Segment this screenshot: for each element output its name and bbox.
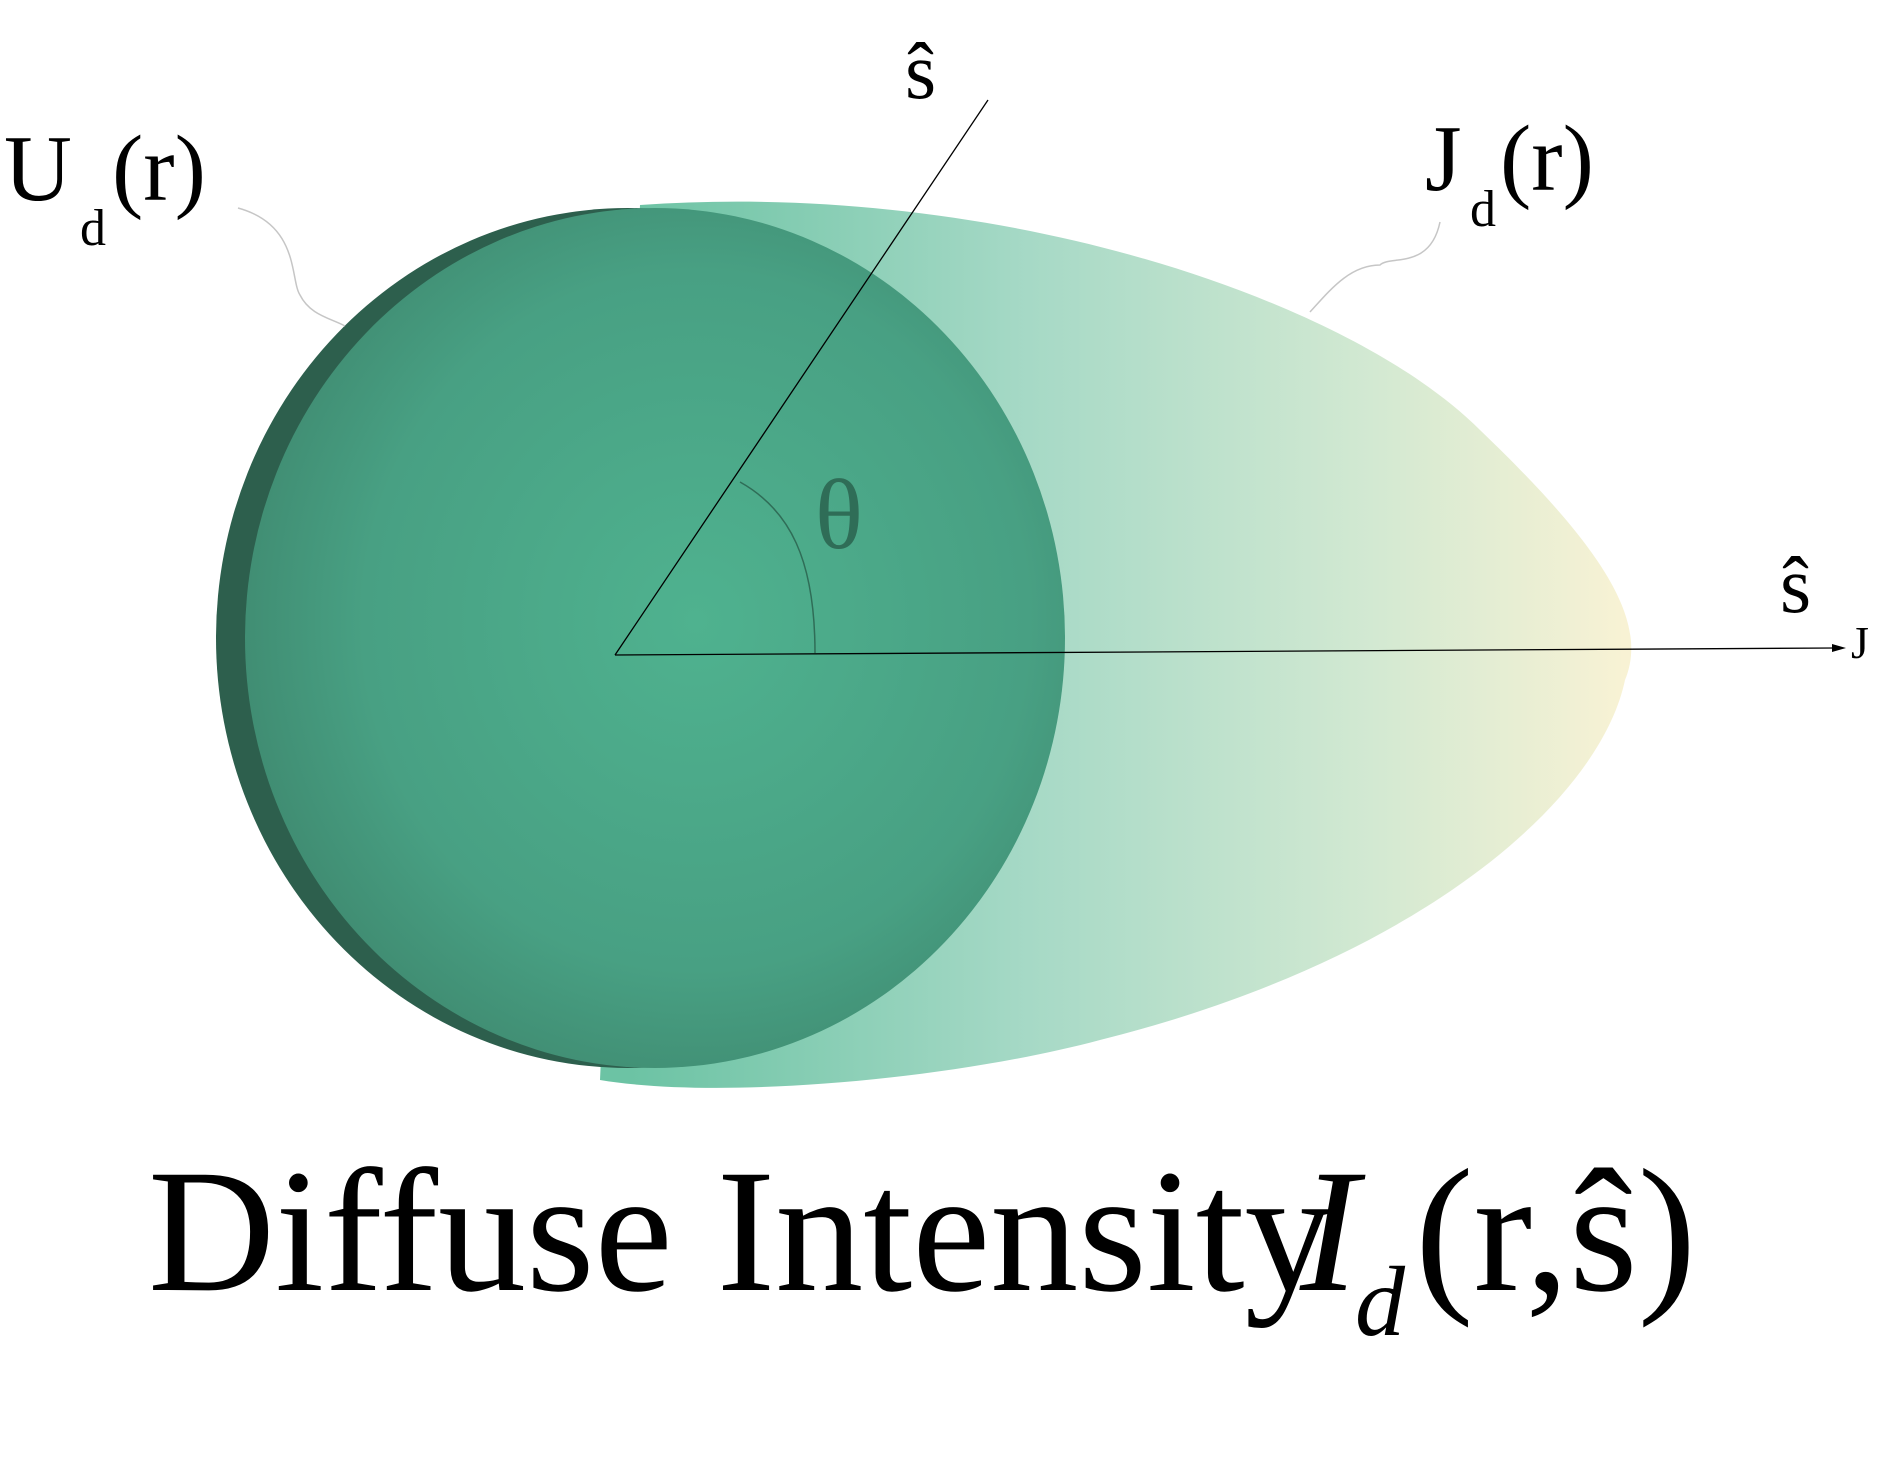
label-ud-sub: d — [80, 200, 106, 257]
sj-arrow-head — [1832, 644, 1846, 652]
leader-line-ud — [237, 207, 346, 327]
caption-text: Diffuse Intensity — [148, 1134, 1333, 1329]
label-ud: U d (r) — [4, 117, 206, 257]
label-ud-main: U — [4, 117, 72, 221]
label-sj: ŝ J — [1780, 542, 1869, 668]
leader-line-jd — [1309, 221, 1441, 313]
label-jd: J d (r) — [1425, 107, 1594, 238]
label-jd-arg: (r) — [1500, 107, 1594, 211]
label-jd-sub: d — [1470, 181, 1496, 238]
label-theta: θ — [815, 459, 863, 570]
label-jd-main: J — [1425, 107, 1462, 211]
direction-sj-axis — [614, 647, 1836, 656]
label-ud-arg: (r) — [112, 117, 206, 221]
caption-symbol-sub: d — [1355, 1246, 1406, 1357]
label-sj-sub: J — [1851, 617, 1869, 668]
caption-symbol: I — [1299, 1134, 1366, 1329]
label-s-hat: ŝ — [905, 28, 936, 116]
direction-s-line — [614, 99, 989, 656]
sphere-ud — [245, 208, 1065, 1068]
caption-symbol-arg: (r,ŝ) — [1415, 1134, 1696, 1329]
caption: Diffuse Intensity I d (r,ŝ) — [148, 1134, 1696, 1357]
label-sj-main: ŝ — [1780, 542, 1811, 630]
theta-angle-arc — [739, 481, 816, 654]
